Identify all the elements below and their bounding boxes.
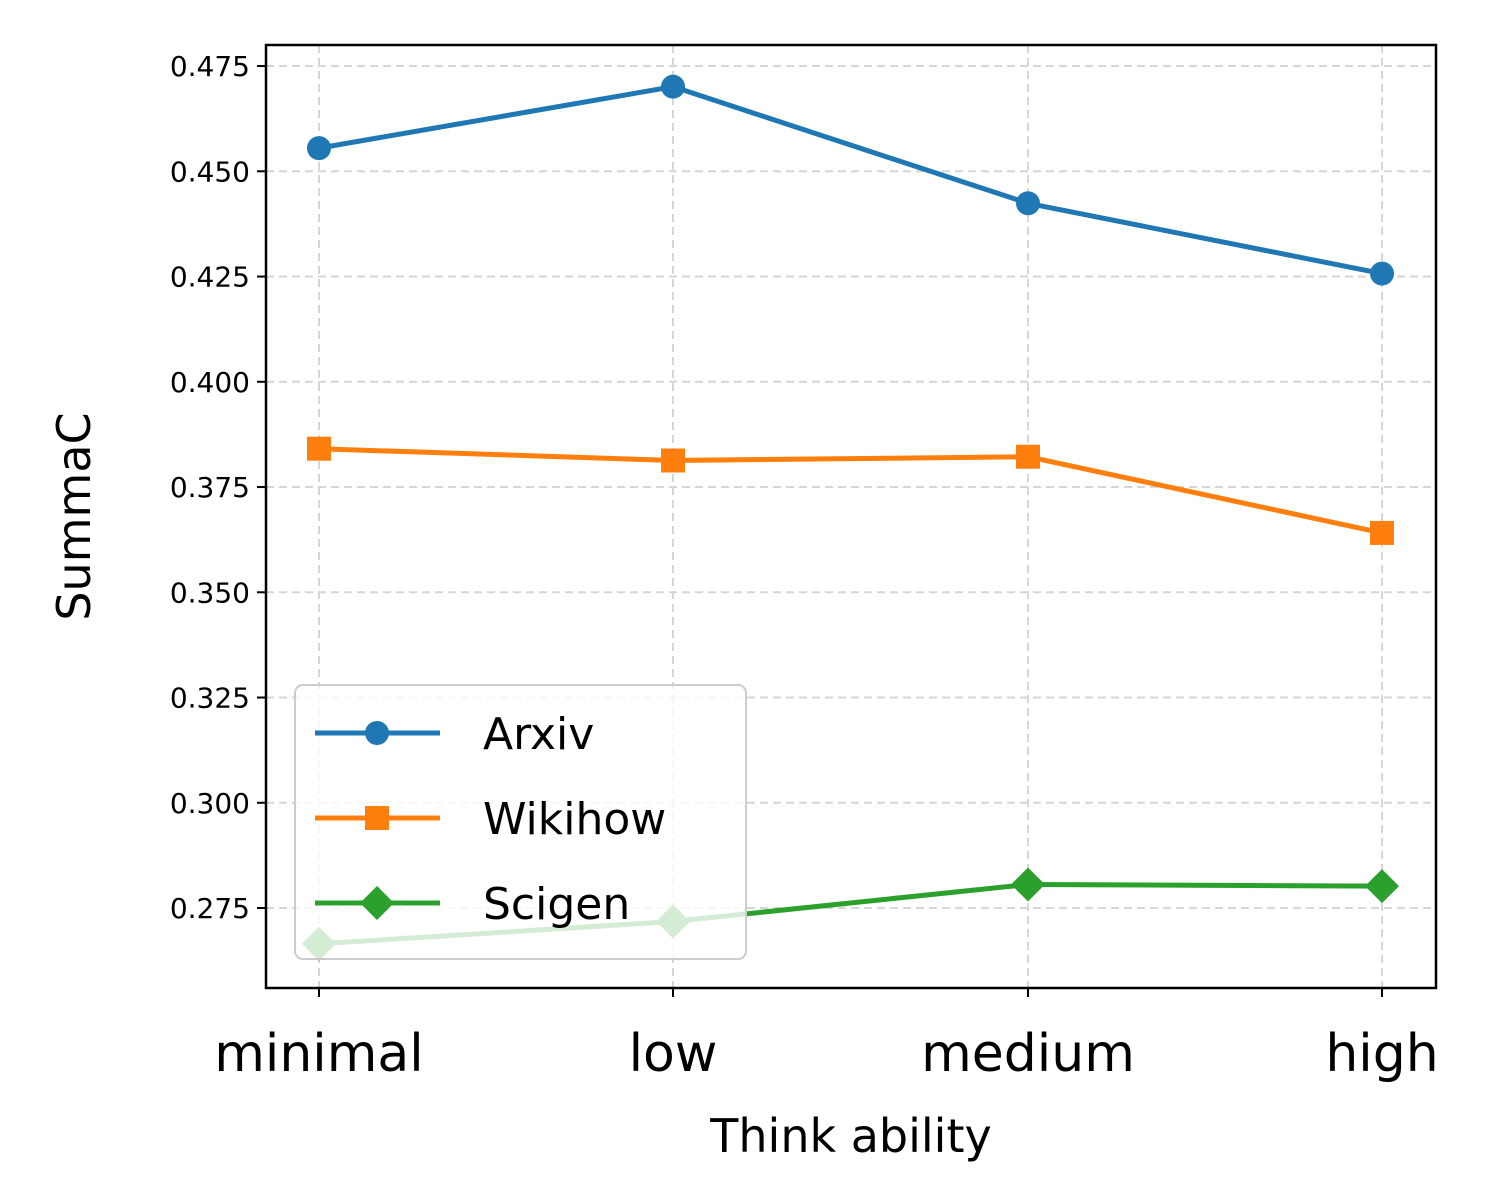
y-tick-label: 0.425 <box>170 261 250 294</box>
legend-marker-wikihow <box>365 806 389 830</box>
y-tick-label: 0.350 <box>170 576 250 609</box>
data-point-wikihow <box>661 448 685 473</box>
axis-ticks: 0.275 0.300 0.325 0.350 0.375 0.400 0.425 0.450… <box>170 50 1439 1084</box>
x-tick-label: low <box>629 1024 718 1084</box>
y-tick-label: 0.375 <box>170 471 250 504</box>
x-axis-title: Think ability <box>709 1109 991 1163</box>
data-point-scigen <box>1365 869 1399 904</box>
x-tick-label: high <box>1325 1024 1438 1084</box>
series-arxiv <box>307 74 1394 286</box>
series-line-wikihow <box>316 446 1385 536</box>
legend-marker-scigen <box>360 886 394 920</box>
data-point-arxiv <box>1370 261 1394 286</box>
data-point-arxiv <box>307 136 331 161</box>
y-tick-label: 0.275 <box>170 892 250 925</box>
data-point-scigen <box>1011 867 1045 902</box>
x-tick-label: minimal <box>214 1024 423 1084</box>
y-tick-label: 0.450 <box>170 155 250 188</box>
series-wikihow <box>307 436 1394 545</box>
y-axis-title: SummaC <box>47 412 101 620</box>
legend-box <box>294 684 747 960</box>
plot-area-frame <box>264 43 1438 990</box>
x-tick-label: medium <box>921 1024 1135 1084</box>
legend-entry-scigen: Scigen <box>315 879 630 930</box>
data-point-arxiv <box>1016 191 1040 216</box>
y-tick-label: 0.300 <box>170 787 250 820</box>
y-tick-label: 0.400 <box>170 366 250 399</box>
legend-entry-arxiv: Arxiv <box>315 709 594 760</box>
legend: Arxiv Wikihow Scigen <box>294 684 747 960</box>
legend-label-scigen: Scigen <box>483 879 630 930</box>
legend-label-wikihow: Wikihow <box>483 794 666 845</box>
legend-marker-arxiv <box>365 721 389 745</box>
series-line-arxiv <box>316 84 1385 277</box>
y-tick-label: 0.475 <box>170 50 250 83</box>
y-tick-label: 0.325 <box>170 682 250 715</box>
data-point-wikihow <box>307 436 331 461</box>
data-point-wikihow <box>1016 444 1040 469</box>
legend-entry-wikihow: Wikihow <box>315 794 666 845</box>
legend-label-arxiv: Arxiv <box>483 709 594 760</box>
data-point-wikihow <box>1370 520 1394 545</box>
data-point-arxiv <box>661 74 685 99</box>
